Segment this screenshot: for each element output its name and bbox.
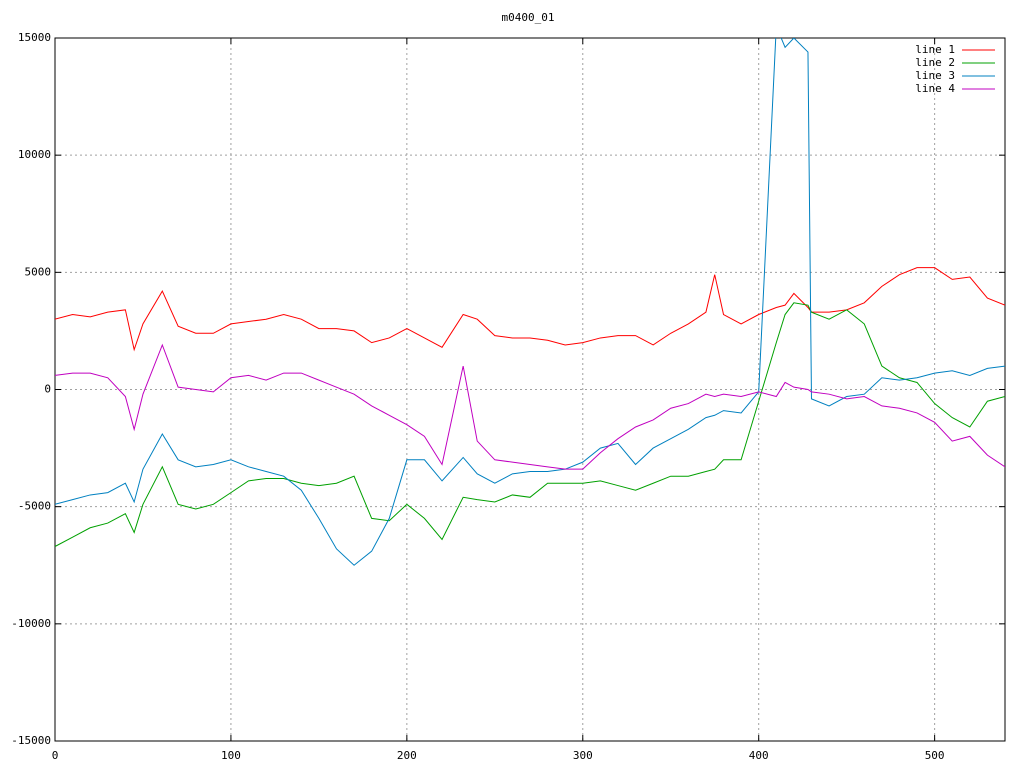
plot-frame bbox=[54, 37, 1006, 742]
y-tick-label: 10000 bbox=[18, 148, 51, 161]
x-tick-label: 300 bbox=[573, 749, 593, 762]
y-tick-label: 0 bbox=[44, 383, 51, 396]
legend-label: line 3 bbox=[915, 69, 955, 82]
y-tick-label: -10000 bbox=[11, 617, 51, 630]
plot-area bbox=[55, 38, 1005, 566]
legend-label: line 1 bbox=[915, 43, 955, 56]
legend-label: line 4 bbox=[915, 82, 955, 95]
legend-label: line 2 bbox=[915, 56, 955, 69]
y-tick-label: -15000 bbox=[11, 734, 51, 747]
x-tick-label: 0 bbox=[52, 749, 59, 762]
y-tick-label: 5000 bbox=[25, 265, 52, 278]
x-tick-label: 200 bbox=[397, 749, 417, 762]
series-line bbox=[55, 38, 1005, 566]
series-line bbox=[55, 302, 1005, 547]
y-tick-label: 15000 bbox=[18, 31, 51, 44]
x-tick-label: 100 bbox=[221, 749, 241, 762]
x-tick-label: 400 bbox=[749, 749, 769, 762]
series-line bbox=[55, 343, 1005, 470]
series-line bbox=[55, 267, 1005, 352]
x-tick-label: 500 bbox=[925, 749, 945, 762]
y-tick-label: -5000 bbox=[18, 500, 51, 513]
chart-title: m0400_01 bbox=[502, 11, 555, 24]
